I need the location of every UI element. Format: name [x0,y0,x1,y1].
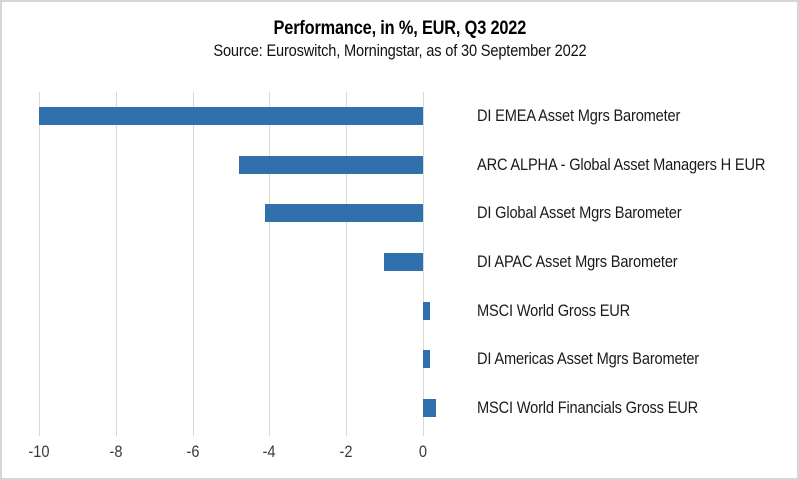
bar [422,398,436,417]
category-label: DI APAC Asset Mgrs Barometer [477,252,678,271]
category-label: DI Americas Asset Mgrs Barometer [477,349,699,369]
bar [422,350,431,369]
gridline [39,92,40,436]
category-label: MSCI World Gross EUR [477,300,631,320]
x-tick-label: -4 [262,442,276,461]
category-label: MSCI World Financials Gross EUR [477,397,699,417]
gridline [345,92,347,436]
x-tick-label: -2 [339,442,353,461]
plot-area [39,92,461,436]
category-labels: DI EMEA Asset Mgrs Barometer ARC ALPHA - … [477,92,797,432]
bar [384,253,423,271]
chart-title: Performance, in %, EUR, Q3 2022 [2,18,797,40]
x-tick-label: -10 [28,442,50,461]
chart-subtitle-text: Source: Euroswitch, Morningstar, as of 3… [212,41,587,60]
bar [238,155,423,174]
chart-title-text: Performance, in %, EUR, Q3 2022 [273,18,526,39]
gridline [115,92,117,436]
category-label: DI EMEA Asset Mgrs Barometer [477,106,681,126]
gridline [422,92,424,436]
x-tick-label: 0 [418,442,427,461]
x-axis-tick-labels: -10 -8 -6 -4 -2 0 [28,442,461,462]
bar [265,204,423,223]
bar [39,107,423,126]
chart-subtitle: Source: Euroswitch, Morningstar, as of 3… [2,41,797,61]
category-label: ARC ALPHA - Global Asset Managers H EUR [477,154,766,174]
gridline [269,92,271,436]
category-label: DI Global Asset Mgrs Barometer [477,203,682,223]
bar [422,301,431,320]
x-tick-label: -6 [185,442,200,461]
gridline [192,92,194,436]
x-tick-label: -8 [109,442,123,461]
